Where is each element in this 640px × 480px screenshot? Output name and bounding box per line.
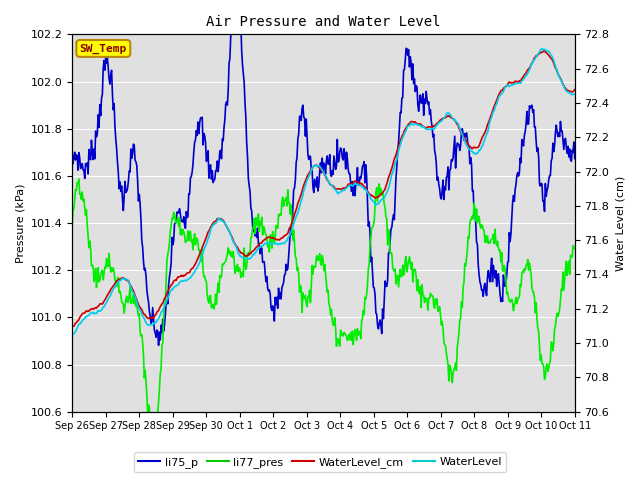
li75_p (198, 114, 206, 120)
Y-axis label: Pressure (kPa): Pressure (kPa) (15, 183, 25, 263)
li77_pres (199, 268, 207, 274)
li75_p (68, 151, 76, 156)
WaterLevel (447, 112, 454, 118)
Line: li77_pres: li77_pres (72, 179, 575, 441)
WaterLevel (571, 91, 579, 97)
li77_pres (68, 224, 76, 230)
Title: Air Pressure and Water Level: Air Pressure and Water Level (206, 15, 441, 29)
WaterLevel (404, 123, 412, 129)
WaterLevel (198, 255, 205, 261)
Text: SW_Temp: SW_Temp (80, 43, 127, 54)
WaterLevel_cm (198, 247, 205, 253)
li77_pres (75, 176, 83, 182)
Y-axis label: Water Level (cm): Water Level (cm) (615, 175, 625, 271)
li77_pres (159, 341, 166, 347)
li77_pres (406, 254, 413, 260)
WaterLevel_cm (540, 48, 547, 54)
li75_p (449, 158, 456, 164)
WaterLevel (68, 332, 76, 337)
li77_pres (298, 285, 305, 290)
Line: li75_p: li75_p (72, 0, 575, 345)
li77_pres (366, 240, 374, 246)
WaterLevel (365, 191, 372, 197)
li75_p (298, 118, 305, 123)
WaterLevel (538, 46, 545, 52)
WaterLevel_cm (68, 324, 76, 329)
WaterLevel (296, 204, 303, 209)
li77_pres (150, 438, 158, 444)
li77_pres (449, 380, 456, 385)
WaterLevel_cm (296, 196, 303, 202)
li75_p (158, 330, 166, 336)
WaterLevel_cm (447, 115, 454, 120)
WaterLevel_cm (365, 190, 372, 195)
WaterLevel_cm (404, 122, 412, 128)
li75_p (366, 229, 374, 235)
li77_pres (571, 246, 579, 252)
li75_p (155, 342, 163, 348)
li75_p (571, 156, 579, 162)
li75_p (406, 64, 413, 70)
WaterLevel_cm (571, 87, 579, 93)
WaterLevel_cm (157, 302, 165, 308)
WaterLevel (157, 310, 165, 315)
Line: WaterLevel_cm: WaterLevel_cm (72, 51, 575, 326)
Legend: li75_p, li77_pres, WaterLevel_cm, WaterLevel: li75_p, li77_pres, WaterLevel_cm, WaterL… (134, 452, 506, 472)
Line: WaterLevel: WaterLevel (72, 49, 575, 335)
